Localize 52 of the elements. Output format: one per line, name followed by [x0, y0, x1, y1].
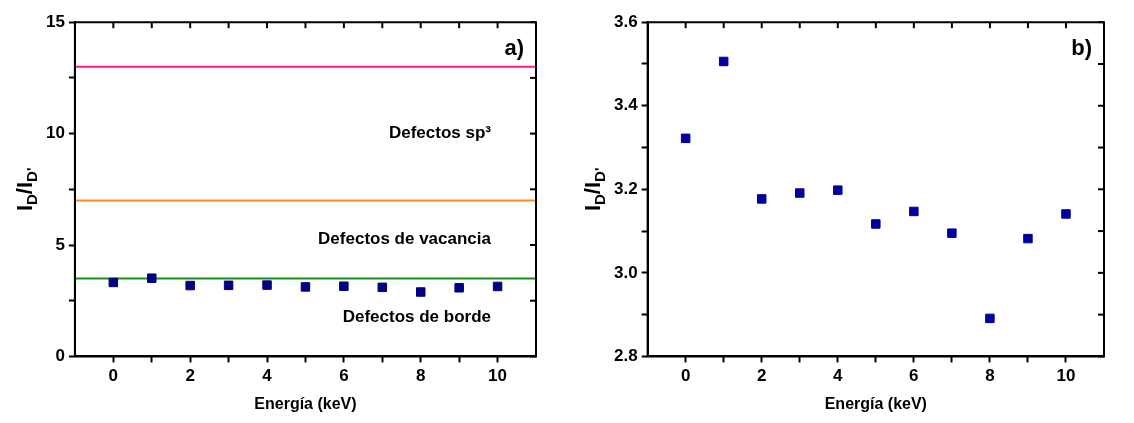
point	[756, 194, 767, 204]
y-tick-label: 3.2	[613, 178, 638, 198]
point	[454, 283, 464, 293]
x-tick-label: 10	[488, 366, 508, 386]
x-tick-label: 8	[985, 366, 995, 386]
y-tick-label: 15	[45, 11, 65, 31]
x-tick-label: 6	[339, 366, 349, 386]
point	[300, 282, 311, 292]
point	[1023, 233, 1033, 244]
point	[680, 133, 691, 144]
annotation: a)	[504, 35, 524, 61]
annotation: Defectos sp³	[388, 123, 492, 143]
x-tick-label: 6	[909, 366, 919, 386]
point	[795, 188, 805, 198]
point	[339, 281, 349, 291]
point	[185, 280, 195, 291]
point	[262, 280, 272, 290]
point	[492, 281, 503, 292]
annotation: Defectos de borde	[342, 307, 491, 327]
point	[1061, 209, 1071, 219]
point	[718, 56, 729, 67]
x-tick-label: 4	[833, 366, 844, 386]
point	[947, 228, 957, 238]
point	[415, 287, 426, 297]
y-axis-title: ID/ID'	[580, 167, 608, 212]
y-tick-label: 3.4	[613, 95, 639, 115]
x-tick-label: 10	[1056, 366, 1076, 386]
y-tick-label: 3.6	[613, 11, 638, 31]
annotation: Defectos de vacancia	[318, 229, 492, 249]
point	[985, 313, 995, 324]
y-tick-label: 0	[55, 346, 65, 366]
y-tick-label: 3.0	[613, 262, 638, 282]
annotation: b)	[1071, 35, 1092, 61]
x-tick-label: 4	[262, 366, 273, 386]
x-axis-title: Energía (keV)	[824, 394, 927, 412]
x-tick-label: 0	[680, 366, 691, 386]
x-tick-label: 0	[108, 366, 119, 386]
y-axis-title: ID/ID'	[12, 167, 40, 212]
x-tick-label: 2	[756, 366, 767, 386]
x-tick-label: 8	[415, 366, 426, 386]
y-tick-label: 10	[45, 123, 65, 143]
point	[909, 206, 919, 217]
point	[871, 219, 881, 229]
x-axis-title: Energía (keV)	[254, 394, 357, 412]
point	[147, 273, 157, 283]
y-tick-label: 5	[55, 234, 65, 254]
y-tick-label: 2.8	[613, 346, 638, 366]
point	[223, 280, 234, 291]
point	[108, 277, 119, 288]
point	[833, 185, 843, 195]
x-tick-label: 2	[185, 366, 195, 386]
point	[377, 282, 388, 293]
